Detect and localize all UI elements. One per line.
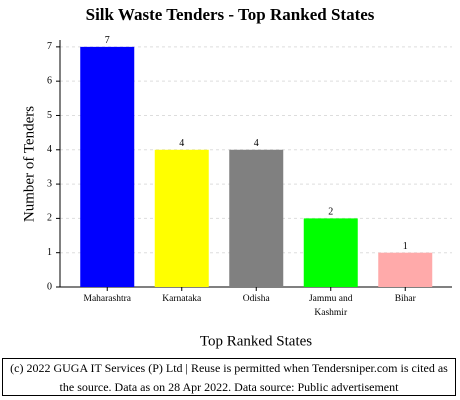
y-tick-label: 6 bbox=[47, 75, 52, 86]
bar bbox=[303, 218, 358, 287]
y-tick-label: 1 bbox=[47, 247, 52, 258]
value-label: 7 bbox=[105, 35, 110, 46]
chart: Silk Waste Tenders - Top Ranked States T… bbox=[21, 5, 452, 349]
x-tick-label-box: Odisha bbox=[242, 294, 270, 304]
x-tick-label-box: Jammu and Kashmir bbox=[308, 294, 353, 318]
x-axis-label: Top Ranked States bbox=[200, 333, 312, 349]
y-tick-label: 3 bbox=[47, 178, 52, 189]
value-label: 4 bbox=[254, 138, 259, 149]
value-label: 1 bbox=[403, 241, 408, 252]
footer: (c) 2022 GUGA IT Services (P) Ltd | Reus… bbox=[2, 358, 456, 396]
x-tick-label: Karnataka bbox=[162, 294, 202, 304]
bar bbox=[229, 149, 284, 287]
y-tick-label: 0 bbox=[47, 281, 52, 292]
x-tick-label: Maharashtra bbox=[83, 294, 131, 304]
x-tick-label: Bihar bbox=[394, 294, 416, 304]
value-label: 4 bbox=[179, 138, 184, 149]
bar bbox=[378, 252, 433, 287]
bar bbox=[80, 46, 135, 287]
y-axis-label: Number of Tenders bbox=[21, 106, 37, 222]
y-tick-label: 2 bbox=[47, 213, 52, 224]
bar bbox=[154, 149, 209, 287]
x-tick-label-box: Karnataka bbox=[162, 294, 202, 304]
x-tick-label-box: Bihar bbox=[394, 294, 416, 304]
x-tick-label: Jammu and Kashmir bbox=[308, 294, 353, 318]
value-label: 2 bbox=[328, 207, 333, 218]
x-tick-label: Odisha bbox=[242, 294, 270, 304]
chart-title: Silk Waste Tenders - Top Ranked States bbox=[86, 5, 375, 24]
y-tick-label: 5 bbox=[47, 110, 52, 121]
y-tick-label: 4 bbox=[47, 144, 52, 155]
y-tick-label: 7 bbox=[47, 41, 52, 52]
x-tick-label-box: Maharashtra bbox=[83, 294, 131, 304]
